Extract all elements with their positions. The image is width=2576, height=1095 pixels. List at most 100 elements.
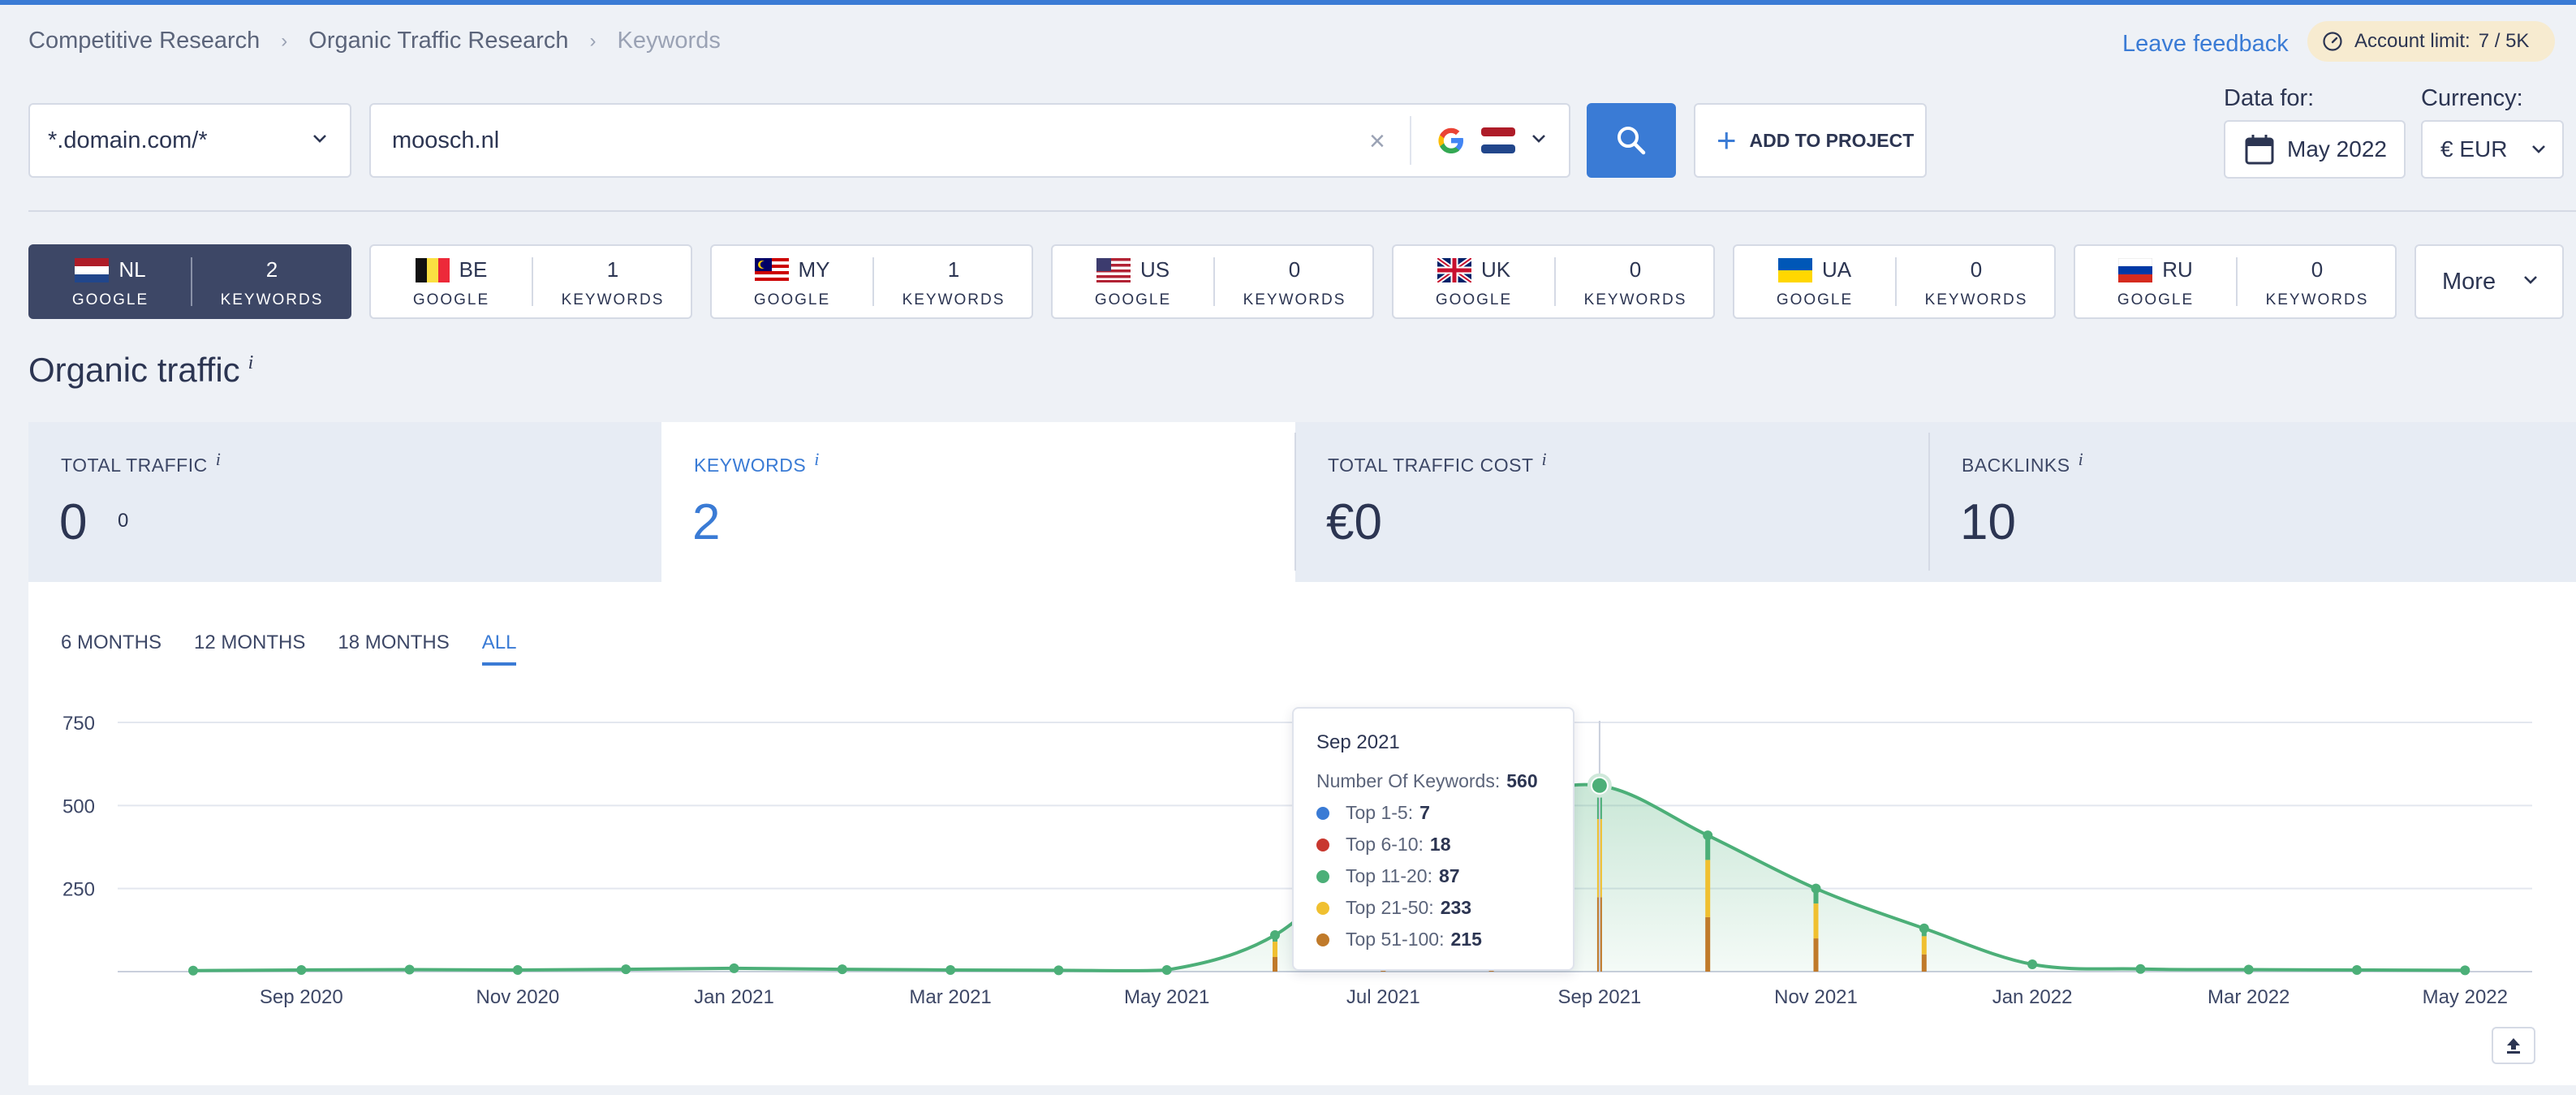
legend-dot-top-6-10 xyxy=(1316,838,1329,851)
metric-value: 10 xyxy=(1960,494,2016,550)
search-icon xyxy=(1618,127,1646,155)
breakdown-bar-segment xyxy=(1813,890,1819,904)
country-tab-nl[interactable]: NL GOOGLE 2 KEYWORDS xyxy=(28,244,351,319)
period-tab-18-months[interactable]: 18 MONTHS xyxy=(338,632,450,653)
metric-card-backlinks[interactable]: BACKLINKS i 10 xyxy=(1929,422,2576,582)
tooltip-total-label: Number Of Keywords: xyxy=(1316,770,1501,791)
country-code: US xyxy=(1139,257,1170,282)
data-point xyxy=(837,964,847,975)
breakdown-bar-segment xyxy=(1921,954,1927,972)
period-tab-6-months[interactable]: 6 MONTHS xyxy=(61,632,162,653)
netherlands-flag-icon[interactable] xyxy=(1481,127,1515,153)
metric-label: TOTAL TRAFFIC COST xyxy=(1328,455,1534,476)
export-button[interactable] xyxy=(2492,1027,2535,1064)
info-icon[interactable]: i xyxy=(1541,449,1548,469)
engine-label: GOOGLE xyxy=(412,291,490,308)
divider xyxy=(28,210,2576,212)
add-to-project-button[interactable]: + ADD TO PROJECT xyxy=(1694,103,1927,178)
tooltip-row-value: 215 xyxy=(1450,929,1482,950)
date-picker[interactable]: May 2022 xyxy=(2224,120,2406,179)
breakdown-bar-segment xyxy=(1705,916,1711,972)
currency-select[interactable]: € EUR xyxy=(2421,120,2564,179)
engine-label: GOOGLE xyxy=(1094,291,1172,308)
period-tab-all[interactable]: ALL xyxy=(481,632,517,666)
info-icon[interactable]: i xyxy=(215,449,222,469)
metric-card-traffic-cost[interactable]: TOTAL TRAFFIC COST i €0 xyxy=(1295,422,1929,582)
tooltip-total-value: 560 xyxy=(1506,770,1538,791)
russia-flag-icon xyxy=(2118,257,2153,282)
x-tick-label: Jan 2022 xyxy=(1992,986,2073,1008)
country-tab-uk[interactable]: UK GOOGLE 0 KEYWORDS xyxy=(1392,244,1715,319)
metric-change: 0 xyxy=(118,510,129,532)
country-tab-my[interactable]: MY GOOGLE 1 KEYWORDS xyxy=(710,244,1033,319)
country-tab-us[interactable]: US GOOGLE 0 KEYWORDS xyxy=(1051,244,1374,319)
data-point xyxy=(621,964,631,975)
chevron-down-icon[interactable] xyxy=(1531,134,1546,144)
legend-dot-top-21-50 xyxy=(1316,901,1329,915)
engine-label: GOOGLE xyxy=(753,291,831,308)
data-point xyxy=(512,964,523,975)
info-icon[interactable]: i xyxy=(2078,449,2084,469)
tooltip-row-label: Top 1-5: xyxy=(1346,802,1414,823)
engine-label: GOOGLE xyxy=(1776,291,1854,308)
period-tab-12-months[interactable]: 12 MONTHS xyxy=(194,632,306,653)
calendar-icon xyxy=(2245,135,2274,165)
engine-label: GOOGLE xyxy=(2117,291,2195,308)
data-point xyxy=(1053,965,1064,976)
x-tick-label: Sep 2020 xyxy=(260,986,343,1008)
data-point xyxy=(296,964,307,975)
x-tick-label: May 2021 xyxy=(1124,986,1209,1008)
divider xyxy=(1928,433,1930,571)
info-icon[interactable]: i xyxy=(814,449,820,469)
data-point xyxy=(1703,830,1713,841)
country-code: BE xyxy=(459,257,488,282)
domain-search-input[interactable]: moosch.nl × xyxy=(369,103,1570,178)
metric-label: TOTAL TRAFFIC xyxy=(61,455,208,476)
info-icon[interactable]: i xyxy=(248,352,254,373)
data-for-label: Data for: xyxy=(2224,85,2315,111)
google-icon[interactable] xyxy=(1437,126,1466,155)
y-tick-label: 500 xyxy=(62,795,95,817)
top-accent-bar xyxy=(0,0,2576,5)
more-countries-button[interactable]: More xyxy=(2414,244,2564,319)
keyword-unit: KEYWORDS xyxy=(561,291,665,308)
breakdown-bar-segment xyxy=(1921,936,1927,955)
tooltip-row-value: 233 xyxy=(1440,897,1472,918)
metric-card-keywords[interactable]: KEYWORDS i 2 xyxy=(661,422,1295,582)
domain-mode-select[interactable]: *.domain.com/* xyxy=(28,103,351,178)
tooltip-row-label: Top 21-50: xyxy=(1346,897,1434,918)
country-tab-ua[interactable]: UA GOOGLE 0 KEYWORDS xyxy=(1733,244,2056,319)
breadcrumb-item[interactable]: Organic Traffic Research xyxy=(308,28,569,54)
section-title-text: Organic traffic xyxy=(28,351,240,389)
leave-feedback-link[interactable]: Leave feedback xyxy=(2122,31,2289,57)
date-value: May 2022 xyxy=(2287,136,2387,162)
chevron-right-icon: › xyxy=(281,29,288,52)
currency-label: Currency: xyxy=(2421,85,2523,111)
breadcrumb-item[interactable]: Competitive Research xyxy=(28,28,261,54)
account-limit-badge[interactable]: Account limit: 7 / 5K xyxy=(2307,21,2555,62)
breadcrumb-current: Keywords xyxy=(617,28,721,54)
keyword-count: 0 xyxy=(1970,257,1983,282)
metric-card-total-traffic[interactable]: TOTAL TRAFFIC i 0 0 xyxy=(28,422,662,582)
keyword-unit: KEYWORDS xyxy=(1583,291,1687,308)
search-button[interactable] xyxy=(1587,103,1676,178)
netherlands-flag-icon xyxy=(75,257,110,282)
data-point xyxy=(2027,959,2038,969)
data-point xyxy=(1811,883,1821,894)
x-tick-label: Nov 2020 xyxy=(476,986,560,1008)
country-code: MY xyxy=(798,257,830,282)
x-tick-label: Mar 2021 xyxy=(909,986,991,1008)
country-tab-ru[interactable]: RU GOOGLE 0 KEYWORDS xyxy=(2074,244,2397,319)
keyword-unit: KEYWORDS xyxy=(220,291,324,308)
section-title: Organic traffic i xyxy=(28,351,253,390)
area-fill xyxy=(193,784,2466,972)
x-tick-label: Nov 2021 xyxy=(1774,986,1858,1008)
data-point xyxy=(1161,964,1172,975)
chevron-down-icon xyxy=(2524,276,2537,284)
domain-mode-value: *.domain.com/* xyxy=(48,127,208,153)
country-tab-be[interactable]: BE GOOGLE 1 KEYWORDS xyxy=(369,244,692,319)
tooltip-row-value: 87 xyxy=(1438,865,1460,886)
account-limit-value: 7 / 5K xyxy=(2478,30,2530,52)
clear-icon[interactable]: × xyxy=(1369,126,1385,157)
